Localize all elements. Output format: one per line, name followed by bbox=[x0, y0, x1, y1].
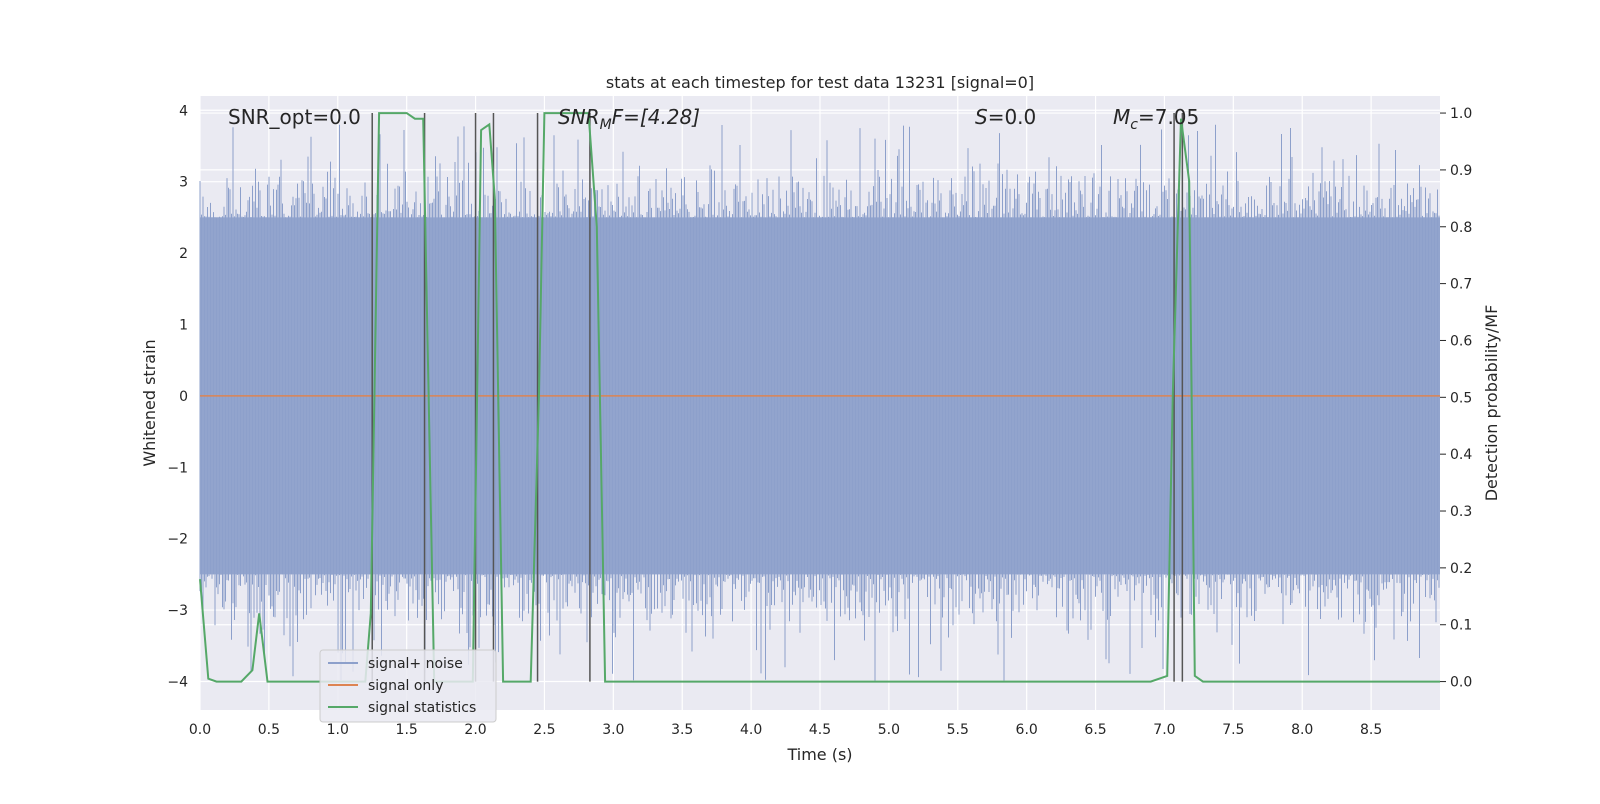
y-tick-label: −3 bbox=[167, 603, 188, 619]
y2-tick-label: 0.5 bbox=[1450, 390, 1472, 406]
legend-label-signal-statistics: signal statistics bbox=[368, 700, 476, 716]
annotation-snr-opt: SNR_opt=0.0 bbox=[228, 105, 361, 129]
annotation-snr-mf: SNRMF=[4.28] bbox=[558, 105, 700, 133]
y2-tick-label: 0.2 bbox=[1450, 561, 1472, 577]
x-tick-label: 4.5 bbox=[809, 722, 831, 738]
legend-label-signal-noise: signal+ noise bbox=[368, 656, 463, 672]
x-tick-label: 1.0 bbox=[327, 722, 349, 738]
annotation-snr-mf-sub: M bbox=[600, 117, 612, 133]
x-tick-label: 2.0 bbox=[464, 722, 486, 738]
x-tick-label: 8.5 bbox=[1360, 722, 1382, 738]
x-tick-label: 5.5 bbox=[947, 722, 969, 738]
x-tick-label: 1.5 bbox=[396, 722, 418, 738]
y2-axis-ticks: 0.0 0.1 0.2 0.3 0.4 0.5 0.6 0.7 0.8 0.9 1.0 bbox=[1440, 106, 1472, 691]
y2-tick-label: 0.4 bbox=[1450, 447, 1472, 463]
series-signal-statistics bbox=[199, 112, 1440, 683]
legend-label-signal-only: signal only bbox=[368, 678, 443, 694]
x-tick-label: 0.0 bbox=[189, 722, 211, 738]
x-tick-label: 6.5 bbox=[1084, 722, 1106, 738]
annotation-s-rest: =0.0 bbox=[988, 105, 1037, 129]
y-tick-label: 0 bbox=[179, 389, 188, 405]
x-tick-label: 5.0 bbox=[878, 722, 900, 738]
y-tick-label: 1 bbox=[179, 317, 188, 333]
y2-tick-label: 0.0 bbox=[1450, 675, 1472, 691]
x-tick-label: 2.5 bbox=[533, 722, 555, 738]
x-tick-label: 6.0 bbox=[1016, 722, 1038, 738]
x-tick-label: 7.5 bbox=[1222, 722, 1244, 738]
y2-axis-label: Detection probability/MF bbox=[1482, 305, 1501, 502]
y-axis-ticks: −4 −3 −2 −1 0 1 2 3 4 bbox=[167, 103, 188, 690]
y-tick-label: −4 bbox=[167, 674, 188, 690]
signal-statistics-line bbox=[199, 112, 1440, 683]
x-tick-label: 3.5 bbox=[671, 722, 693, 738]
legend: signal+ noise signal only signal statist… bbox=[319, 649, 497, 723]
x-axis-label: Time (s) bbox=[786, 745, 852, 764]
y-tick-label: 3 bbox=[179, 175, 188, 191]
annotation-s: S=0.0 bbox=[975, 105, 1036, 129]
vertical-markers bbox=[371, 113, 1184, 682]
y2-tick-label: 0.3 bbox=[1450, 504, 1472, 520]
y-tick-label: 2 bbox=[179, 246, 188, 262]
y2-tick-label: 1.0 bbox=[1450, 106, 1472, 122]
y-tick-label: −1 bbox=[167, 460, 188, 476]
y2-tick-label: 0.8 bbox=[1450, 220, 1472, 236]
annotation-s-base: S bbox=[975, 105, 988, 129]
x-tick-label: 3.0 bbox=[602, 722, 624, 738]
annotation-snr-mf-base: SNR bbox=[558, 105, 600, 129]
legend-box bbox=[319, 649, 497, 723]
annotation-mc-rest: =7.05 bbox=[1138, 105, 1199, 129]
annotation-mc-base: M bbox=[1113, 105, 1130, 129]
y2-tick-label: 0.7 bbox=[1450, 277, 1472, 293]
y-axis-label: Whitened strain bbox=[140, 339, 159, 466]
annotation-snr-mf-rest: F=[4.28] bbox=[612, 105, 700, 129]
y2-tick-label: 0.9 bbox=[1450, 163, 1472, 179]
y-tick-label: −2 bbox=[167, 532, 188, 548]
x-axis-ticks: 0.0 0.5 1.0 1.5 2.0 2.5 3.0 3.5 4.0 4.5 5.0 5.5 6.0 6… bbox=[189, 722, 1382, 738]
x-tick-label: 8.0 bbox=[1291, 722, 1313, 738]
annotation-mc: Mc=7.05 bbox=[1113, 105, 1199, 133]
x-tick-label: 4.0 bbox=[740, 722, 762, 738]
y2-tick-label: 0.1 bbox=[1450, 618, 1472, 634]
y-tick-label: 4 bbox=[179, 103, 188, 119]
chart-title: stats at each timestep for test data 132… bbox=[606, 73, 1034, 92]
x-tick-label: 7.0 bbox=[1153, 722, 1175, 738]
annotation-mc-sub: c bbox=[1130, 117, 1138, 133]
y2-tick-label: 0.6 bbox=[1450, 333, 1472, 349]
x-tick-label: 0.5 bbox=[258, 722, 280, 738]
